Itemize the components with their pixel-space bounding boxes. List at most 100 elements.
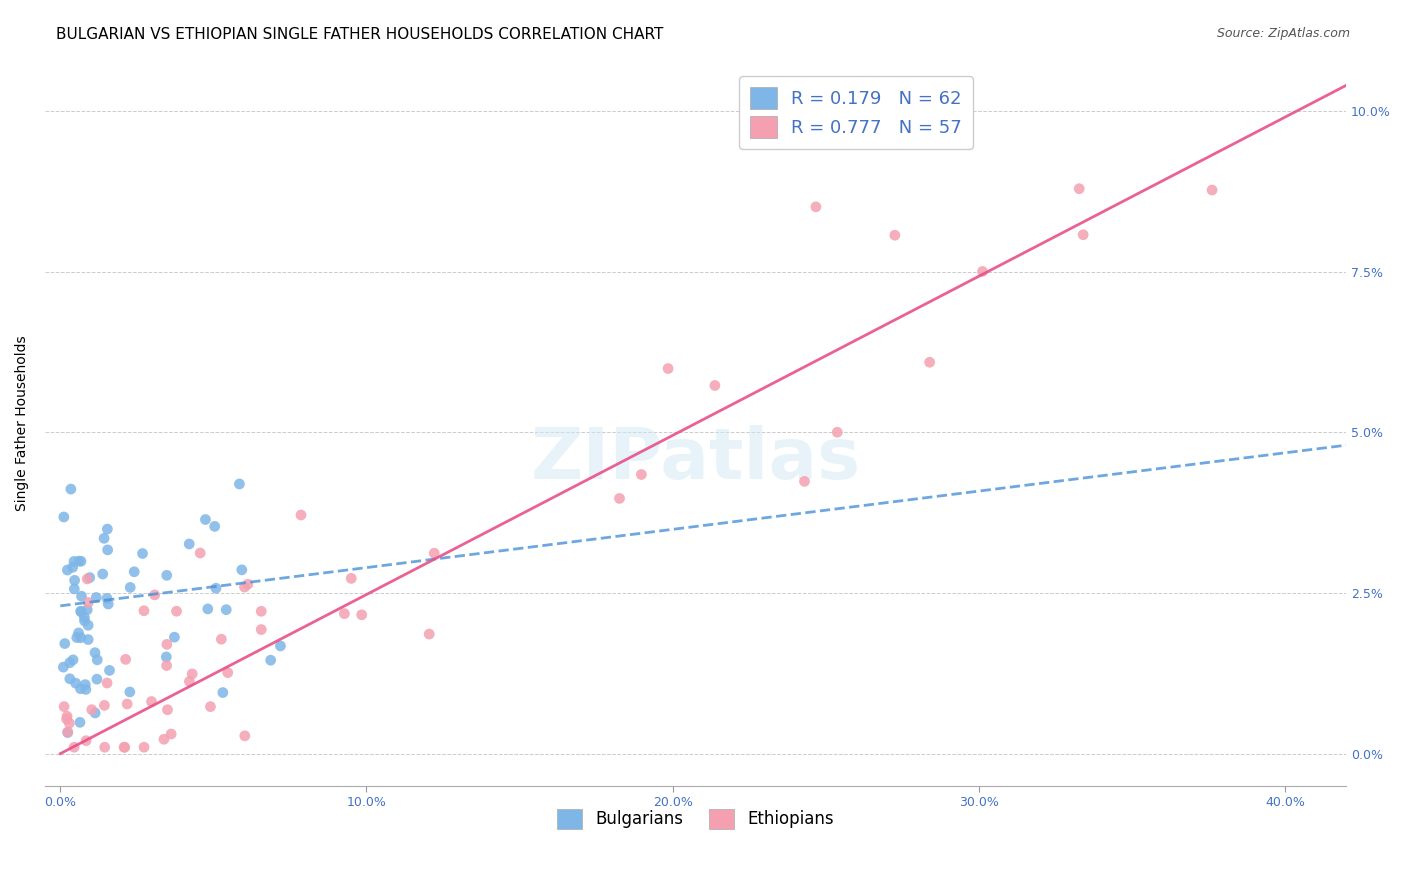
Point bbox=[657, 361, 679, 376]
Point bbox=[66, 631, 89, 645]
Point bbox=[1071, 227, 1094, 242]
Point bbox=[228, 477, 250, 491]
Point bbox=[58, 716, 80, 731]
Point bbox=[290, 508, 312, 522]
Point bbox=[75, 677, 97, 691]
Point bbox=[56, 709, 79, 723]
Point bbox=[77, 632, 100, 647]
Point bbox=[76, 572, 98, 586]
Point bbox=[76, 603, 98, 617]
Point bbox=[236, 577, 259, 591]
Point bbox=[63, 574, 86, 588]
Point bbox=[918, 355, 941, 369]
Y-axis label: Single Father Households: Single Father Households bbox=[15, 334, 30, 510]
Point bbox=[793, 475, 815, 489]
Point bbox=[825, 425, 848, 440]
Point bbox=[73, 610, 96, 624]
Point bbox=[1069, 182, 1091, 196]
Point bbox=[84, 591, 107, 605]
Point bbox=[98, 664, 121, 678]
Point bbox=[118, 685, 141, 699]
Point bbox=[93, 740, 115, 755]
Point bbox=[112, 740, 135, 755]
Point bbox=[67, 554, 90, 568]
Point bbox=[93, 698, 115, 713]
Point bbox=[233, 580, 256, 594]
Text: Source: ZipAtlas.com: Source: ZipAtlas.com bbox=[1216, 27, 1350, 40]
Point bbox=[56, 725, 79, 739]
Point bbox=[153, 732, 176, 747]
Point bbox=[209, 632, 232, 647]
Point bbox=[333, 607, 356, 621]
Point bbox=[75, 682, 97, 697]
Point bbox=[423, 546, 446, 560]
Point bbox=[804, 200, 827, 214]
Point bbox=[166, 604, 188, 618]
Point bbox=[131, 547, 153, 561]
Point bbox=[609, 491, 631, 506]
Point bbox=[1201, 183, 1223, 197]
Point bbox=[77, 595, 100, 609]
Point bbox=[120, 581, 142, 595]
Point bbox=[96, 591, 118, 606]
Point bbox=[972, 264, 994, 278]
Point bbox=[91, 567, 114, 582]
Point bbox=[197, 602, 219, 616]
Point bbox=[65, 676, 87, 690]
Point bbox=[63, 554, 86, 568]
Point bbox=[69, 681, 91, 696]
Point bbox=[132, 604, 155, 618]
Point bbox=[156, 658, 179, 673]
Point bbox=[703, 378, 725, 392]
Point bbox=[97, 542, 120, 557]
Point bbox=[69, 604, 91, 618]
Point bbox=[217, 665, 239, 680]
Point bbox=[70, 554, 93, 568]
Point bbox=[70, 605, 93, 619]
Point bbox=[350, 607, 373, 622]
Point bbox=[122, 565, 145, 579]
Point bbox=[84, 706, 107, 720]
Point bbox=[141, 694, 163, 708]
Point bbox=[250, 604, 273, 618]
Text: ZIPatlas: ZIPatlas bbox=[530, 425, 860, 493]
Point bbox=[883, 228, 905, 243]
Point bbox=[63, 582, 86, 596]
Point bbox=[179, 537, 201, 551]
Point bbox=[269, 639, 291, 653]
Point bbox=[205, 581, 228, 595]
Point bbox=[73, 614, 96, 628]
Point bbox=[211, 685, 233, 699]
Point bbox=[52, 660, 75, 674]
Text: BULGARIAN VS ETHIOPIAN SINGLE FATHER HOUSEHOLDS CORRELATION CHART: BULGARIAN VS ETHIOPIAN SINGLE FATHER HOU… bbox=[56, 27, 664, 42]
Point bbox=[70, 589, 93, 603]
Point bbox=[630, 467, 652, 482]
Point bbox=[233, 729, 256, 743]
Point bbox=[194, 512, 217, 526]
Point bbox=[163, 630, 186, 644]
Point bbox=[179, 674, 201, 689]
Point bbox=[155, 649, 177, 664]
Point bbox=[340, 571, 363, 585]
Point bbox=[69, 715, 91, 730]
Point bbox=[200, 699, 222, 714]
Point bbox=[56, 725, 79, 739]
Point bbox=[63, 740, 86, 755]
Point bbox=[93, 531, 115, 545]
Point bbox=[250, 623, 273, 637]
Point bbox=[62, 560, 84, 574]
Point bbox=[55, 712, 77, 726]
Point bbox=[156, 568, 179, 582]
Point bbox=[69, 631, 91, 645]
Point bbox=[215, 602, 238, 616]
Point bbox=[56, 563, 79, 577]
Point bbox=[52, 510, 75, 524]
Point bbox=[86, 672, 108, 686]
Point bbox=[53, 699, 76, 714]
Point bbox=[77, 618, 100, 632]
Point bbox=[143, 588, 166, 602]
Point bbox=[160, 727, 183, 741]
Point bbox=[59, 672, 82, 686]
Point bbox=[80, 703, 103, 717]
Point bbox=[67, 626, 90, 640]
